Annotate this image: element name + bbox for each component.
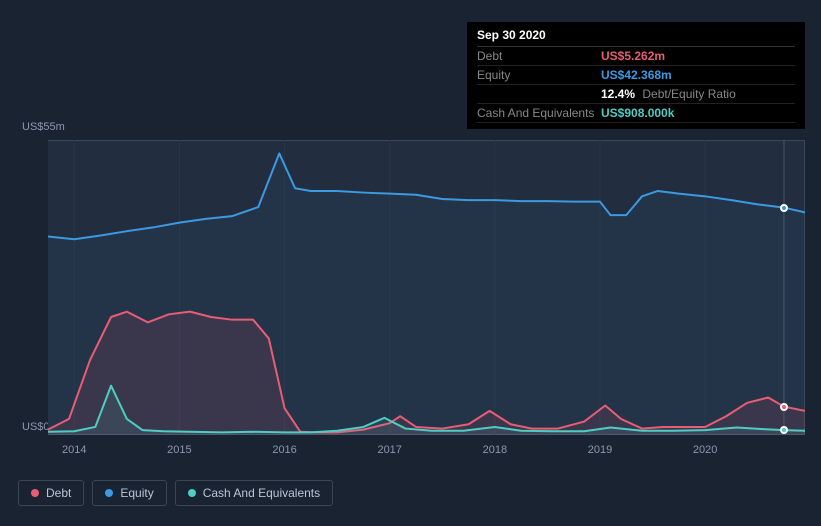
legend-item[interactable]: Cash And Equivalents	[175, 480, 333, 506]
tooltip-row: Cash And EquivalentsUS$908.000k	[477, 104, 795, 123]
tooltip-label	[477, 87, 601, 101]
area-chart	[48, 140, 805, 435]
chart-tooltip: Sep 30 2020 DebtUS$5.262mEquityUS$42.368…	[467, 22, 805, 129]
hover-marker	[780, 426, 788, 434]
xaxis-tick-label: 2020	[693, 444, 717, 456]
tooltip-value: US$908.000k	[601, 106, 674, 120]
tooltip-date: Sep 30 2020	[477, 28, 795, 47]
tooltip-label: Debt	[477, 49, 601, 63]
tooltip-row: DebtUS$5.262m	[477, 47, 795, 66]
xaxis-tick-label: 2019	[588, 444, 612, 456]
hover-marker	[780, 204, 788, 212]
legend-label: Debt	[46, 486, 71, 500]
tooltip-row: EquityUS$42.368m	[477, 66, 795, 85]
tooltip-value: US$5.262m	[601, 49, 665, 63]
hover-marker	[780, 403, 788, 411]
xaxis: 2014 2015 2016 2017 2018 2019 2020	[48, 444, 805, 460]
xaxis-tick-label: 2015	[167, 444, 191, 456]
legend-dot-icon	[105, 489, 113, 497]
legend-item[interactable]: Debt	[18, 480, 84, 506]
tooltip-value: 12.4% Debt/Equity Ratio	[601, 87, 736, 101]
xaxis-tick-label: 2014	[62, 444, 86, 456]
yaxis-label-max: US$55m	[22, 121, 65, 133]
chart-plot-area[interactable]	[48, 140, 805, 435]
legend-label: Cash And Equivalents	[203, 486, 320, 500]
legend-label: Equity	[120, 486, 153, 500]
legend: Debt Equity Cash And Equivalents	[18, 480, 333, 506]
legend-dot-icon	[31, 489, 39, 497]
tooltip-label: Equity	[477, 68, 601, 82]
xaxis-tick-label: 2017	[377, 444, 401, 456]
tooltip-row: 12.4% Debt/Equity Ratio	[477, 85, 795, 104]
xaxis-tick-label: 2016	[272, 444, 296, 456]
yaxis-label-min: US$0	[22, 421, 50, 433]
legend-dot-icon	[188, 489, 196, 497]
legend-item[interactable]: Equity	[92, 480, 166, 506]
tooltip-extra: Debt/Equity Ratio	[639, 87, 736, 101]
tooltip-value: US$42.368m	[601, 68, 672, 82]
xaxis-tick-label: 2018	[483, 444, 507, 456]
tooltip-label: Cash And Equivalents	[477, 106, 601, 120]
